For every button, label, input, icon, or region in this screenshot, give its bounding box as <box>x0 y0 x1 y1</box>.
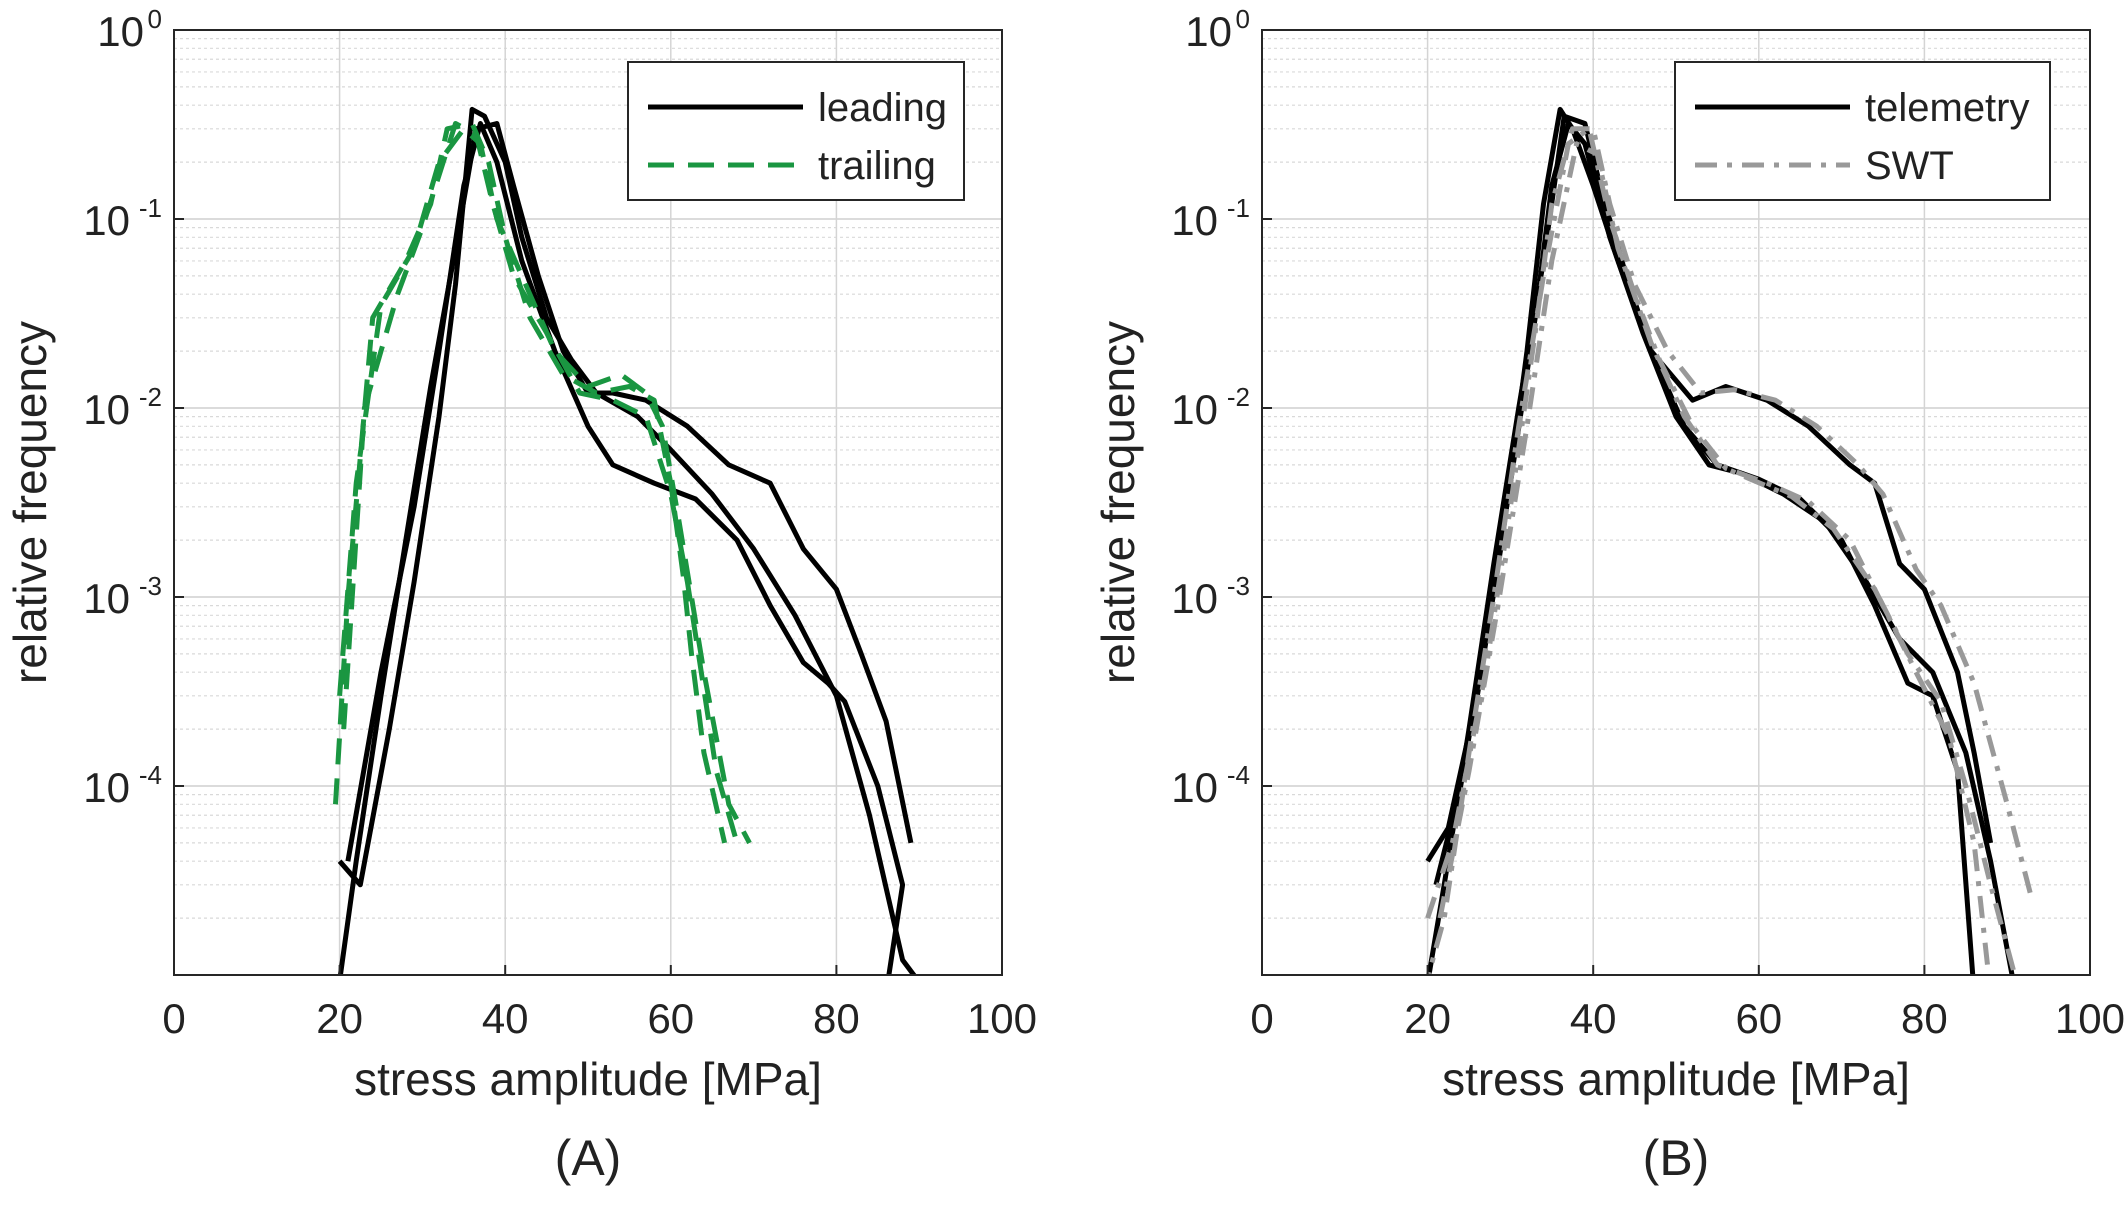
y-tick-exponent: -4 <box>1227 760 1250 790</box>
y-tick-exponent: -3 <box>139 571 162 601</box>
panel-label: (B) <box>1643 1130 1710 1186</box>
y-tick-exponent: -1 <box>1227 193 1250 223</box>
y-tick-base: 10 <box>1171 197 1218 244</box>
x-tick-label: 20 <box>316 995 363 1042</box>
y-tick-label: -1 10 <box>1171 193 1250 244</box>
series-group <box>1425 106 2035 975</box>
series-line-trailing-5 <box>341 121 740 844</box>
legend: telemetry SWT <box>1674 61 2051 201</box>
y-tick-base: 10 <box>97 8 144 55</box>
x-tick-label: 0 <box>162 995 185 1042</box>
y-tick-base: 10 <box>1171 764 1218 811</box>
y-tick-base: 10 <box>83 197 130 244</box>
x-tick-label: 20 <box>1404 995 1451 1042</box>
legend-label-1: telemetry <box>1865 86 2030 130</box>
series-group <box>333 106 917 975</box>
x-tick-label: 80 <box>813 995 860 1042</box>
series-line-leading-2 <box>345 121 906 975</box>
y-tick-label: -4 10 <box>1171 760 1250 811</box>
y-tick-base: 10 <box>83 764 130 811</box>
x-axis-label: stress amplitude [MPa] <box>1442 1053 1910 1105</box>
legend-label-1: leading <box>818 86 947 130</box>
x-tick-label: 60 <box>1735 995 1782 1042</box>
y-tick-label: -2 10 <box>1171 382 1250 433</box>
y-tick-exponent: -3 <box>1227 571 1250 601</box>
x-tick-label: 100 <box>967 995 1037 1042</box>
y-tick-base: 10 <box>1185 8 1232 55</box>
legend-label-2: trailing <box>818 144 936 188</box>
y-axis-label: relative frequency <box>1092 321 1144 684</box>
x-tick-label: 80 <box>1901 995 1948 1042</box>
y-tick-exponent: 0 <box>1236 4 1250 34</box>
panel-label: (A) <box>555 1130 622 1186</box>
series-line-SWT-4 <box>1425 126 1992 975</box>
legend: leading trailing <box>627 61 965 201</box>
y-tick-exponent: -4 <box>139 760 162 790</box>
series-line-SWT-5 <box>1437 141 2018 975</box>
y-tick-base: 10 <box>1171 386 1218 433</box>
y-tick-label: -4 10 <box>83 760 162 811</box>
y-tick-label: -2 10 <box>83 382 162 433</box>
legend-label-2: SWT <box>1865 144 1954 188</box>
x-tick-label: 60 <box>647 995 694 1042</box>
y-tick-base: 10 <box>83 386 130 433</box>
y-tick-label: -1 10 <box>83 193 162 244</box>
y-tick-label: 010 <box>97 4 162 55</box>
y-tick-exponent: -1 <box>139 193 162 223</box>
x-tick-label: 40 <box>1570 995 1617 1042</box>
y-tick-base: 10 <box>1171 575 1218 622</box>
y-axis-label: relative frequency <box>4 321 56 684</box>
x-tick-label: 100 <box>2055 995 2125 1042</box>
y-tick-label: 010 <box>1185 4 1250 55</box>
y-tick-exponent: -2 <box>1227 382 1250 412</box>
y-tick-exponent: 0 <box>148 4 162 34</box>
y-tick-label: -3 10 <box>1171 571 1250 622</box>
legend-box <box>1674 61 2051 201</box>
axes-box <box>1261 29 2091 976</box>
axes-box <box>173 29 1003 976</box>
series-line-trailing-3 <box>333 121 728 844</box>
y-tick-exponent: -2 <box>139 382 162 412</box>
x-tick-label: 0 <box>1250 995 1273 1042</box>
y-tick-label: -3 10 <box>83 571 162 622</box>
x-axis-label: stress amplitude [MPa] <box>354 1053 822 1105</box>
series-line-SWT-3 <box>1425 126 2035 919</box>
legend-box <box>627 61 965 201</box>
y-tick-base: 10 <box>83 575 130 622</box>
x-tick-label: 40 <box>482 995 529 1042</box>
